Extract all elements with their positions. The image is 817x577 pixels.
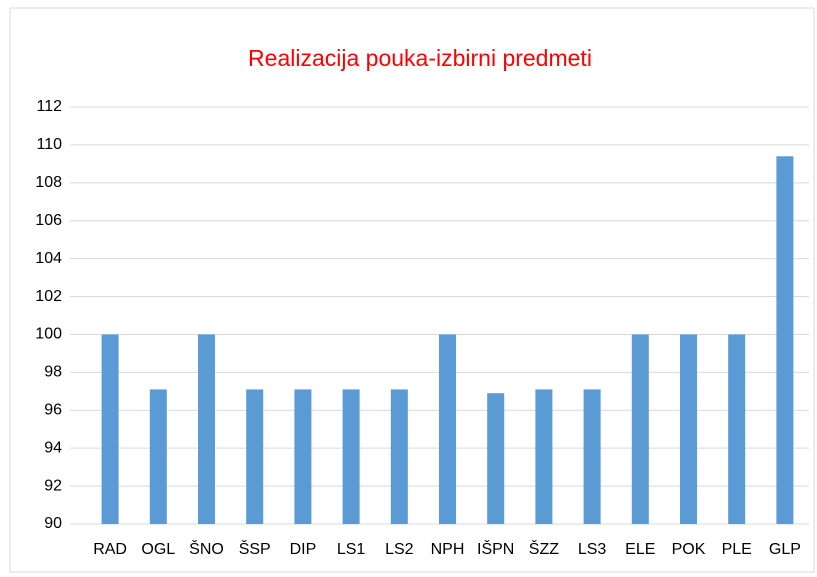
x-tick-label: ŠZZ — [529, 539, 559, 558]
bar — [631, 334, 649, 524]
y-tick-label: 112 — [36, 98, 62, 115]
x-tick-label: ŠSP — [239, 539, 271, 558]
bar — [487, 393, 505, 524]
x-tick-label: ELE — [625, 541, 655, 558]
bar — [439, 334, 456, 524]
x-tick-label: LS1 — [337, 541, 366, 558]
y-tick-label: 90 — [44, 515, 62, 532]
bar — [149, 389, 167, 524]
x-tick-label: POK — [672, 541, 706, 558]
bar — [583, 389, 601, 524]
y-tick-label: 92 — [44, 477, 62, 494]
x-tick-label: GLP — [769, 541, 801, 558]
y-tick-label: 104 — [35, 250, 62, 267]
bar — [728, 334, 746, 524]
bar — [198, 334, 215, 524]
y-tick-label: 106 — [35, 212, 62, 229]
bar — [535, 389, 553, 524]
bar — [246, 389, 264, 524]
y-tick-label: 100 — [35, 326, 62, 343]
bar — [390, 389, 408, 524]
bar — [342, 389, 360, 524]
bar — [680, 334, 697, 524]
y-tick-label: 108 — [35, 174, 62, 191]
x-tick-label: PLE — [722, 541, 752, 558]
y-tick-label: 96 — [44, 401, 62, 418]
chart-title: Realizacija pouka-izbirni predmeti — [248, 45, 592, 71]
bar — [776, 156, 794, 525]
y-tick-label: 102 — [35, 288, 62, 305]
x-tick-label: ŠNO — [189, 539, 224, 558]
y-tick-label: 94 — [44, 439, 62, 456]
x-tick-label: LS2 — [385, 541, 414, 558]
x-tick-label: LS3 — [578, 541, 607, 558]
bar — [101, 334, 119, 524]
x-tick-label: OGL — [141, 541, 175, 558]
y-tick-label: 98 — [44, 364, 62, 381]
x-tick-label: RAD — [93, 541, 127, 558]
bar — [294, 389, 312, 524]
x-tick-label: DIP — [290, 541, 317, 558]
x-tick-label: IŠPN — [477, 539, 514, 558]
x-tick-label: NPH — [431, 541, 465, 558]
y-tick-label: 110 — [36, 136, 62, 153]
